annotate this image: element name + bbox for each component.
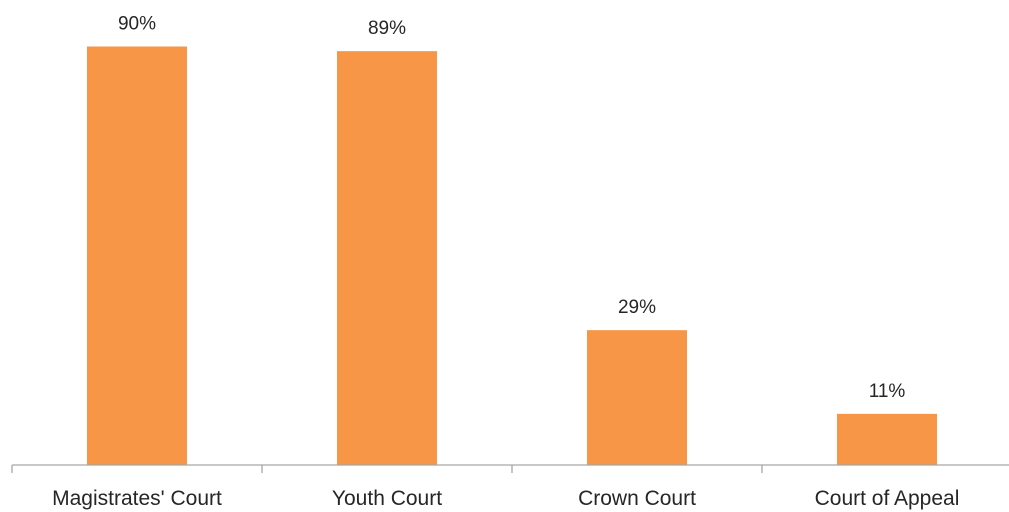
category-label-magistrates-court: Magistrates' Court — [52, 487, 222, 510]
bar-court-of-appeal — [837, 413, 937, 465]
data-label-magistrates-court: 90% — [118, 14, 156, 35]
bar-crown-court — [587, 330, 687, 465]
data-label-crown-court: 29% — [618, 297, 656, 318]
x-axis — [11, 464, 1009, 473]
category-label-crown-court: Crown Court — [578, 487, 696, 510]
data-labels-group: 90% 89% 29% 11% — [118, 14, 905, 402]
category-labels-group: Magistrates' Court Youth Court Crown Court… — [52, 487, 959, 510]
data-label-youth-court: 89% — [368, 18, 406, 39]
category-label-youth-court: Youth Court — [332, 487, 442, 510]
bar-magistrates-court — [87, 46, 187, 465]
category-label-court-of-appeal: Court of Appeal — [815, 487, 960, 510]
bar-youth-court — [337, 51, 437, 466]
bars-group — [87, 46, 937, 466]
x-axis-ticks — [11, 465, 763, 473]
data-label-court-of-appeal: 11% — [869, 381, 906, 402]
